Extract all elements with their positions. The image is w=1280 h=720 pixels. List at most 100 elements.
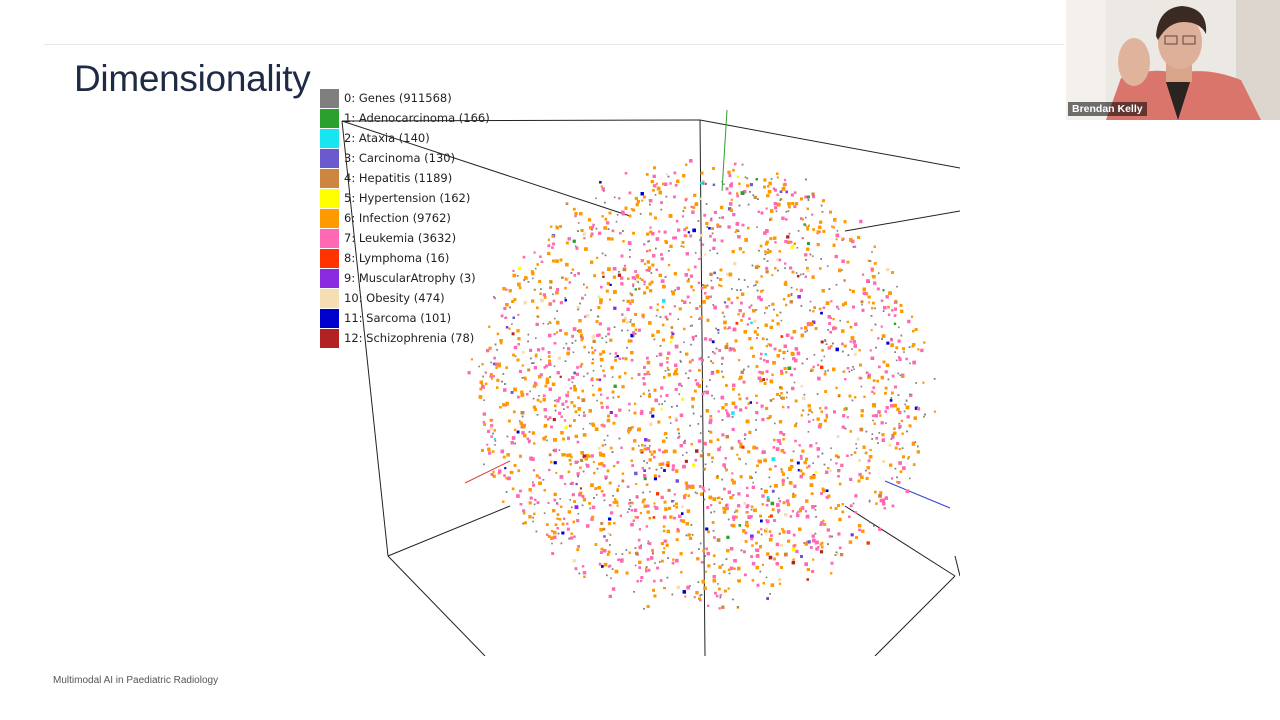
data-point [645,566,648,568]
bounding-box-edge [387,505,511,557]
data-point [760,404,764,408]
data-point [728,572,731,575]
data-point [840,463,844,467]
data-point [526,437,529,440]
data-point [721,498,723,500]
data-point [591,228,593,231]
data-point [737,566,741,571]
data-point [744,531,748,535]
data-point [512,273,516,278]
data-point [795,549,799,554]
data-point [639,511,642,515]
data-point [538,395,540,397]
data-point [596,399,598,402]
data-point [638,545,642,550]
data-point [517,395,520,399]
data-point [754,330,757,333]
data-point [893,314,897,317]
data-point [885,422,887,424]
data-point [509,471,512,474]
data-point [575,482,578,486]
data-point [523,423,526,427]
data-point [672,236,675,240]
data-point [802,396,806,401]
data-point [775,562,779,566]
data-point [567,391,570,394]
data-point [533,362,535,364]
data-point [548,359,551,363]
data-point [719,596,722,599]
embedding-3d-plot[interactable]: 0: Genes (911568) 1: Adenocarcinoma (166)… [320,86,960,656]
data-point [562,437,565,441]
data-point [694,379,697,382]
data-point [648,282,652,286]
data-point [765,503,769,507]
data-point [860,414,864,418]
data-point [744,238,748,242]
data-point [740,370,744,374]
data-point [679,351,682,353]
data-point [711,361,714,364]
data-point [730,478,734,482]
data-point [887,378,890,381]
data-point [571,268,574,271]
data-point [916,450,920,454]
data-point [727,518,730,521]
scatter-canvas[interactable] [320,86,960,656]
data-point [633,591,635,593]
data-point [788,205,791,209]
data-point [583,375,585,378]
data-point [894,299,898,303]
data-point [775,210,778,213]
data-point [604,254,607,257]
data-point [565,393,569,398]
data-point [785,499,790,503]
data-point [635,551,639,556]
data-point [548,387,552,391]
data-point [652,516,656,519]
data-point [724,589,727,593]
data-point [590,260,594,264]
data-point [682,245,685,248]
data-point [727,225,731,229]
data-point [689,302,691,304]
data-point [512,410,516,414]
data-point [832,326,836,331]
data-point [492,362,496,366]
data-point [877,337,880,340]
data-point [702,284,704,286]
data-point [630,208,633,211]
data-point [507,476,511,481]
data-point [660,408,663,411]
data-point [556,527,559,530]
data-point [621,385,625,389]
data-point [604,217,608,221]
data-point [914,441,917,443]
data-point [673,493,676,496]
data-point [601,453,606,457]
data-point [607,327,611,331]
data-point [768,305,770,307]
data-point [856,437,860,441]
data-point [689,234,693,238]
data-point [891,391,894,395]
data-point [606,418,611,423]
data-point [695,449,699,453]
data-point [528,431,531,433]
data-point [617,395,620,398]
data-point [553,438,557,442]
data-point [600,393,603,396]
data-point [873,245,876,248]
data-point [760,519,763,523]
data-point [559,301,563,305]
data-point [792,492,795,495]
data-point [611,451,614,453]
data-point [835,347,839,352]
data-point [676,179,680,183]
data-point [781,216,785,220]
data-point [841,342,844,346]
data-point [708,420,712,425]
data-point [602,493,606,497]
data-point [815,442,818,445]
data-point [571,376,575,380]
